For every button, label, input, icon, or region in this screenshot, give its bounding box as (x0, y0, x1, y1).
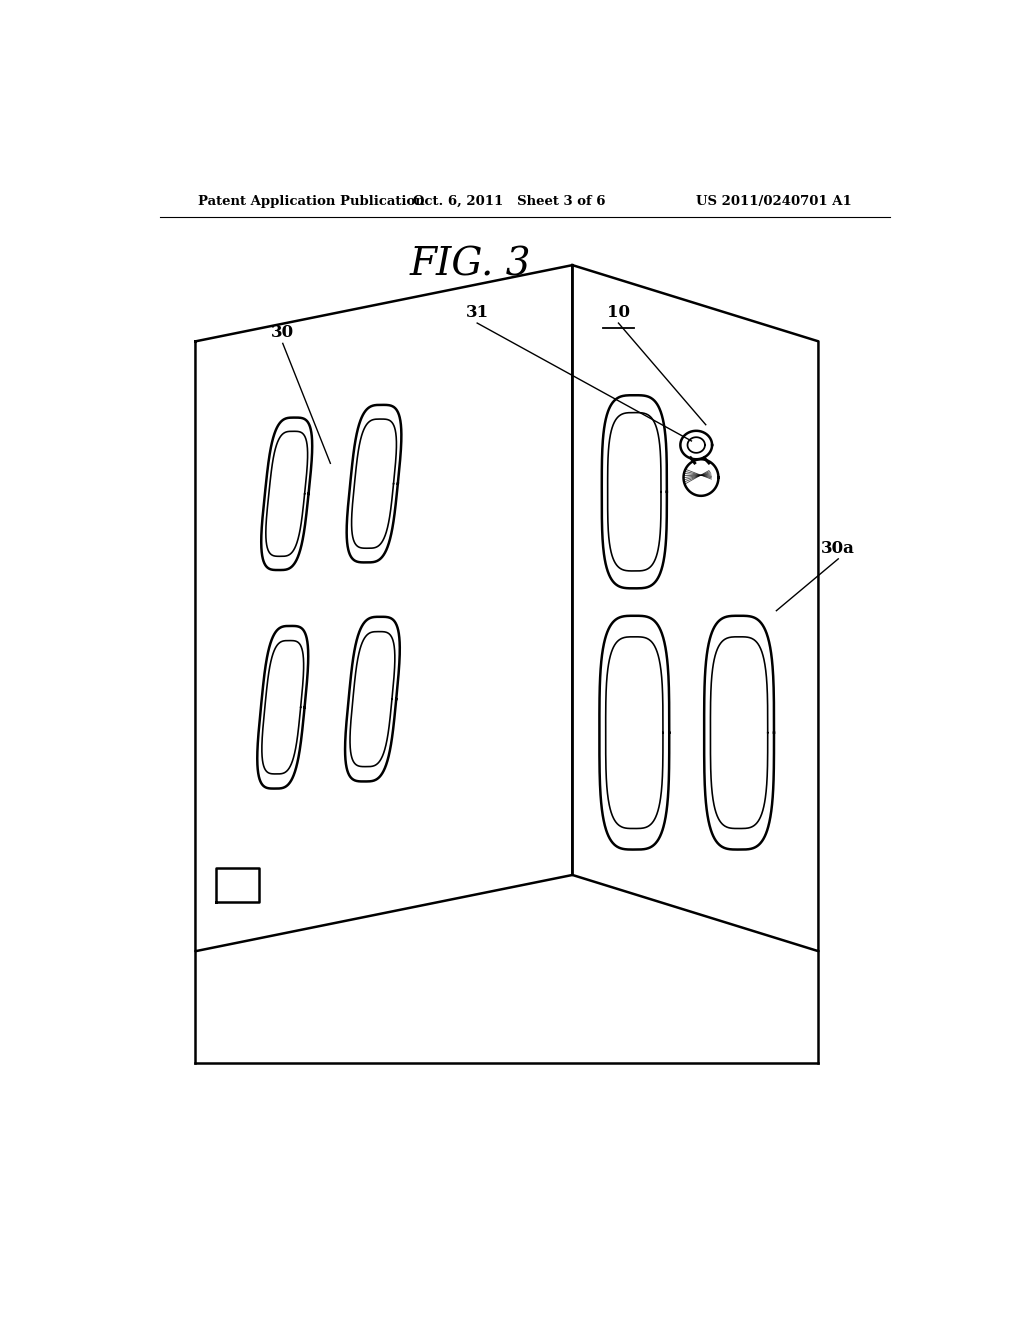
Text: Patent Application Publication: Patent Application Publication (198, 194, 425, 207)
Text: 30a: 30a (821, 540, 855, 557)
Text: 10: 10 (607, 304, 630, 321)
Text: 31: 31 (466, 304, 488, 321)
Text: 30: 30 (271, 325, 294, 342)
Text: Oct. 6, 2011   Sheet 3 of 6: Oct. 6, 2011 Sheet 3 of 6 (413, 194, 605, 207)
Text: FIG. 3: FIG. 3 (410, 247, 531, 284)
Text: US 2011/0240701 A1: US 2011/0240701 A1 (696, 194, 852, 207)
